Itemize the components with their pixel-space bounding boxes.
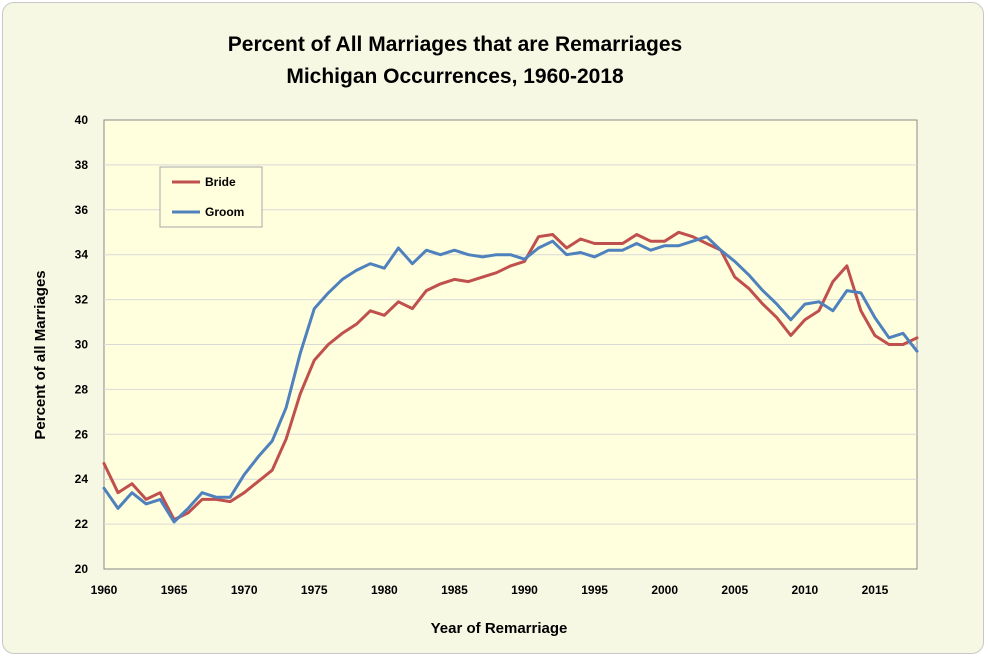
y-tick-label: 30 xyxy=(75,338,89,352)
x-axis-title: Year of Remarriage xyxy=(431,620,568,637)
x-tick-label: 2005 xyxy=(721,583,748,597)
x-tick-label: 2000 xyxy=(651,583,678,597)
x-axis: 1960 1965 1970 1975 1980 1985 1990 1995 2000 2005… xyxy=(91,583,889,597)
series-line-groom xyxy=(102,235,919,524)
x-tick-label: 1995 xyxy=(581,583,608,597)
y-tick-label: 22 xyxy=(75,517,89,531)
y-axis-title: Percent of all Marriages xyxy=(32,270,49,439)
legend-label-groom: Groom xyxy=(205,205,244,219)
legend: Bride Groom xyxy=(159,166,263,228)
gridlines xyxy=(104,164,917,525)
series-lines xyxy=(102,230,919,524)
legend-box xyxy=(159,166,263,228)
x-tick-label: 1960 xyxy=(91,583,118,597)
y-tick-label: 34 xyxy=(75,248,89,262)
x-tick-label: 1970 xyxy=(231,583,258,597)
y-tick-label: 38 xyxy=(75,158,89,172)
x-tick-label: 1990 xyxy=(511,583,538,597)
y-tick-label: 26 xyxy=(75,427,89,441)
series-line-bride xyxy=(102,230,919,522)
y-tick-label: 28 xyxy=(75,382,89,396)
y-tick-label: 32 xyxy=(75,293,89,307)
legend-label-bride: Bride xyxy=(205,175,236,189)
chart-subtitle: Michigan Occurrences, 1960-2018 xyxy=(286,65,624,88)
y-axis: 20 22 24 26 28 30 32 34 36 38 40 xyxy=(75,113,89,576)
x-tick-label: 1975 xyxy=(301,583,328,597)
x-tick-label: 2015 xyxy=(862,583,889,597)
y-tick-label: 24 xyxy=(75,472,89,486)
y-tick-label: 36 xyxy=(75,203,89,217)
x-tick-label: 1965 xyxy=(161,583,188,597)
y-tick-label: 40 xyxy=(75,113,89,127)
y-tick-label: 20 xyxy=(75,562,89,576)
x-tick-label: 1985 xyxy=(441,583,468,597)
chart-title: Percent of All Marriages that are Remarr… xyxy=(227,33,683,56)
x-tick-label: 1980 xyxy=(371,583,398,597)
x-tick-label: 2010 xyxy=(792,583,819,597)
